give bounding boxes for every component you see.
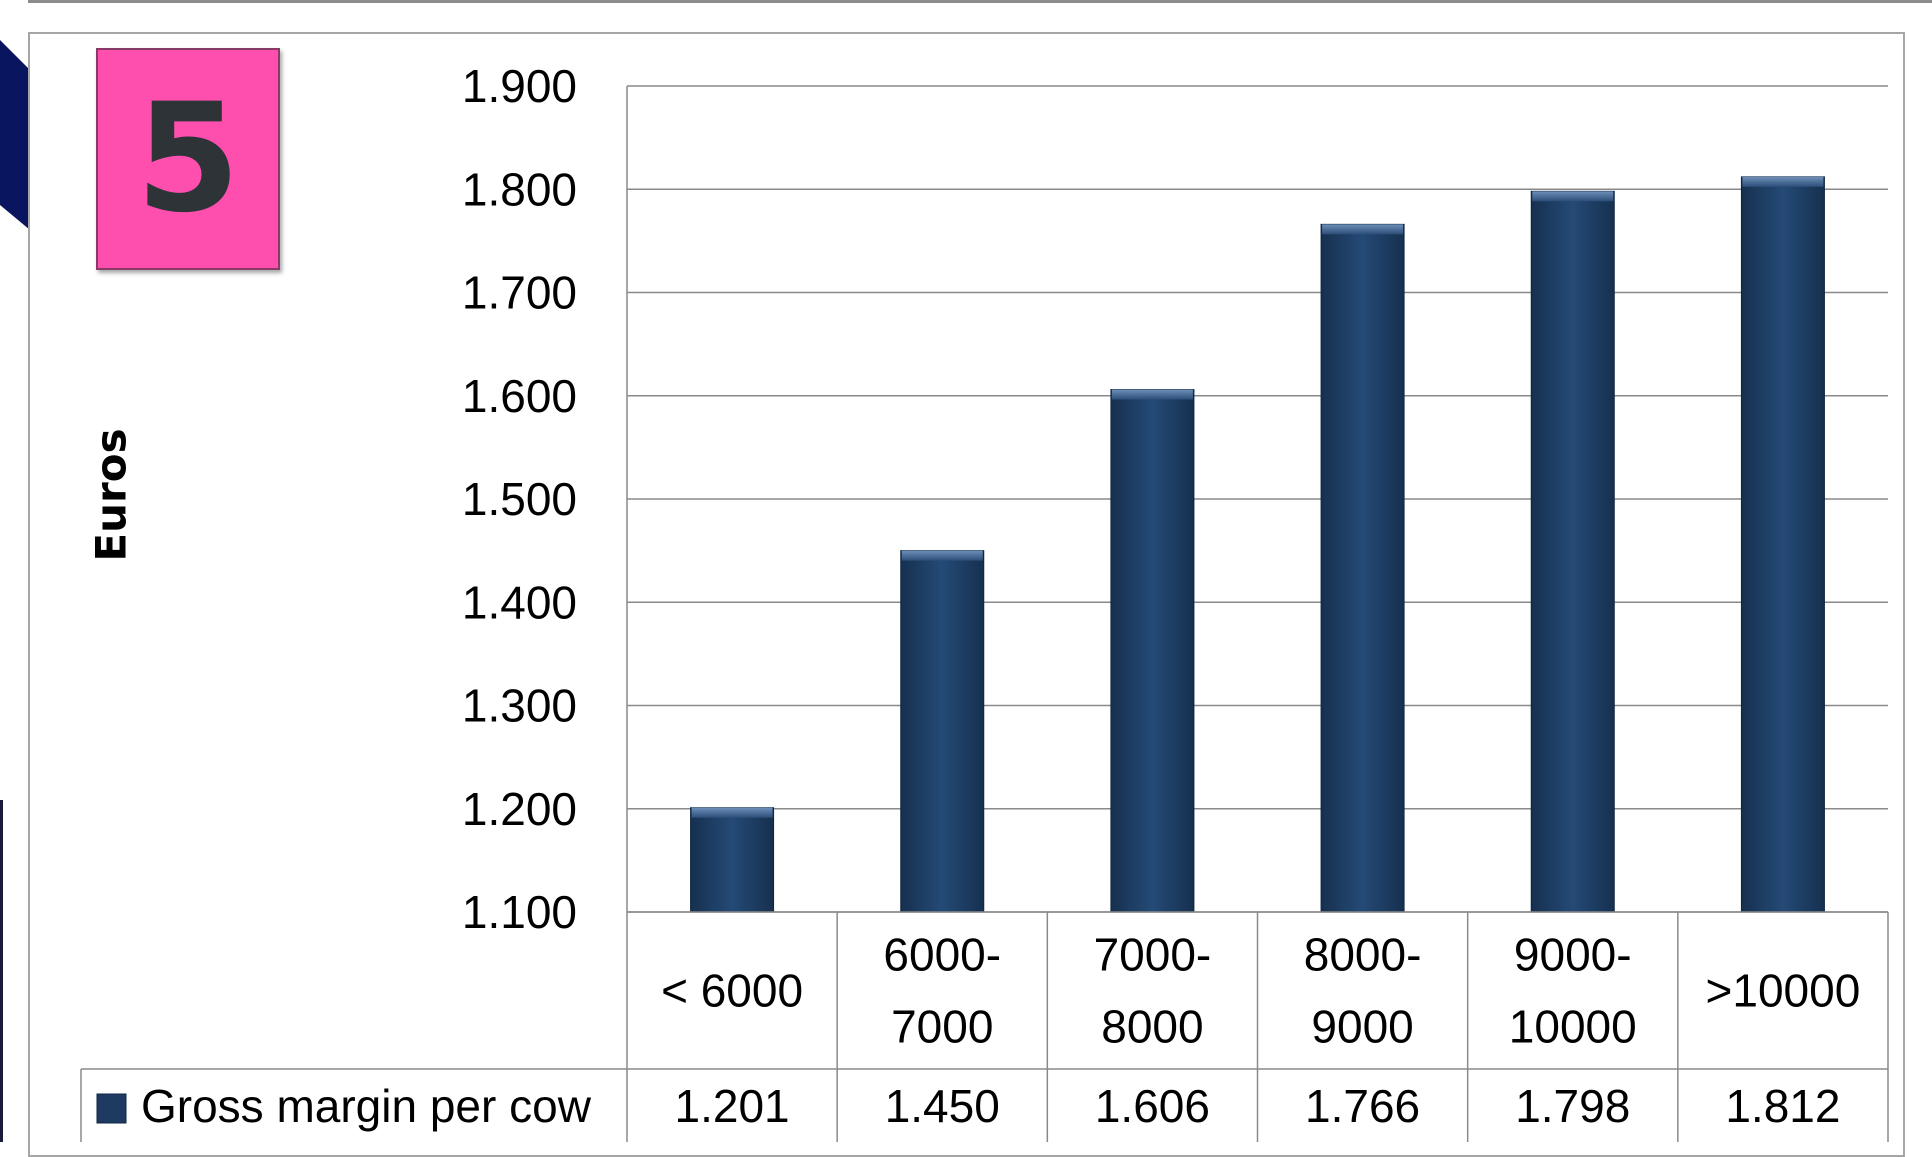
category-label: 8000-9000 bbox=[1304, 929, 1422, 1053]
y-axis-ticks: 1.100 1.200 1.300 1.400 1.500 1.600 1.700 1.800… bbox=[462, 60, 577, 938]
bar-cap bbox=[901, 550, 983, 561]
y-tick-label: 1.700 bbox=[462, 267, 577, 319]
bar-cap bbox=[691, 807, 773, 818]
bar bbox=[1320, 223, 1405, 913]
value-label: 1.201 bbox=[675, 1080, 790, 1132]
left-edge-line bbox=[0, 800, 3, 1142]
value-label: 1.812 bbox=[1725, 1080, 1840, 1132]
legend-label: Gross margin per cow bbox=[141, 1080, 592, 1132]
decorative-shape bbox=[0, 40, 30, 230]
bars bbox=[690, 176, 1825, 913]
y-tick-label: 1.500 bbox=[462, 473, 577, 525]
y-tick-label: 1.400 bbox=[462, 576, 577, 628]
bar-cap bbox=[1111, 389, 1193, 400]
y-tick-label: 1.100 bbox=[462, 886, 577, 938]
value-label: 1.798 bbox=[1515, 1080, 1630, 1132]
y-tick-label: 1.800 bbox=[462, 163, 577, 215]
y-tick-label: 1.600 bbox=[462, 370, 577, 422]
legend-key bbox=[96, 1093, 127, 1124]
category-label: < 6000 bbox=[661, 965, 803, 1017]
slide-number: 5 bbox=[135, 72, 241, 246]
y-tick-label: 1.200 bbox=[462, 783, 577, 835]
category-label: >10000 bbox=[1706, 965, 1861, 1017]
value-label: 1.606 bbox=[1095, 1080, 1210, 1132]
y-tick-label: 1.900 bbox=[462, 60, 577, 112]
slide-number-badge: 5 bbox=[96, 48, 280, 270]
value-label: 1.766 bbox=[1305, 1080, 1420, 1132]
bar bbox=[1530, 190, 1615, 913]
y-tick-label: 1.300 bbox=[462, 680, 577, 732]
bar bbox=[900, 550, 985, 913]
bar bbox=[690, 807, 775, 913]
value-label: 1.450 bbox=[885, 1080, 1000, 1132]
category-label: 6000-7000 bbox=[883, 929, 1001, 1053]
bar-cap bbox=[1532, 191, 1614, 202]
bar bbox=[1740, 176, 1825, 913]
category-label: 7000-8000 bbox=[1094, 929, 1212, 1053]
bar bbox=[1110, 389, 1195, 913]
bar-cap bbox=[1322, 224, 1404, 235]
data-table: < 6000 6000-7000 7000-8000 8000-9000 9000-10… bbox=[80, 911, 1889, 1142]
bar-cap bbox=[1742, 176, 1824, 187]
top-rule bbox=[28, 0, 1932, 3]
category-label: 9000-10000 bbox=[1509, 929, 1637, 1053]
gridlines bbox=[626, 85, 1888, 913]
